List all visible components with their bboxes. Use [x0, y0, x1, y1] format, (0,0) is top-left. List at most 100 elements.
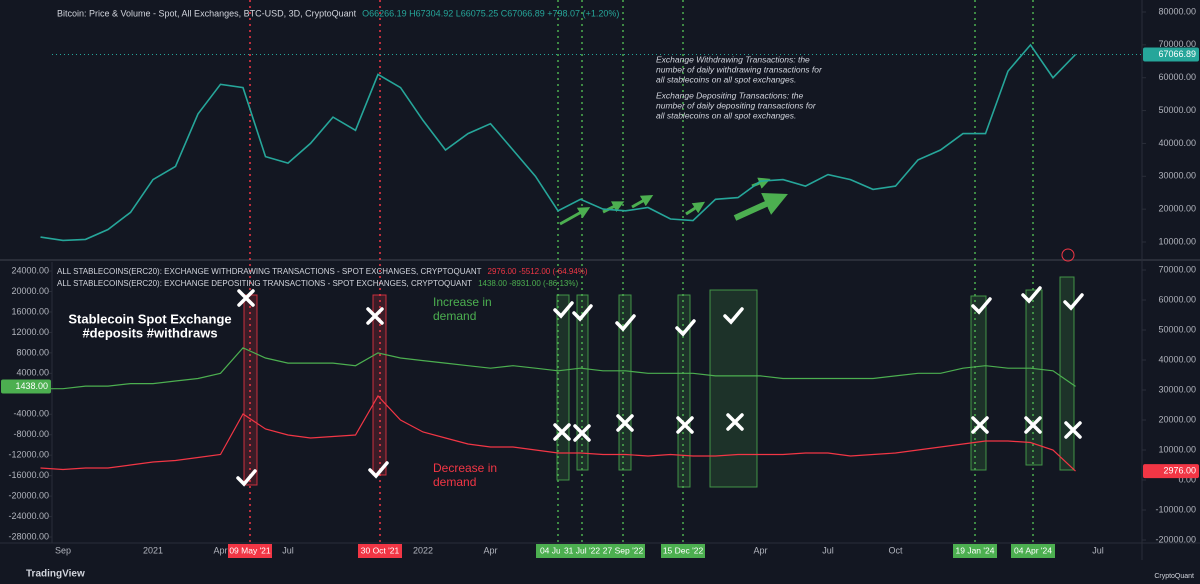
- x-tick-label: Jul: [1092, 545, 1104, 555]
- x-tick-label: Sep: [55, 545, 71, 555]
- y-tick-label: 40000.00: [1158, 138, 1196, 148]
- y2-tick-label: -10000.00: [1155, 504, 1196, 514]
- y-tick-label: -16000.00: [8, 470, 49, 480]
- marker-label: 31 Jul '22: [564, 545, 600, 555]
- arrow: [602, 201, 625, 214]
- check-icon: [971, 297, 992, 315]
- note-text: Increase in: [433, 295, 492, 309]
- highlight-box: [970, 295, 987, 471]
- y2-tick-label: 20000.00: [1158, 414, 1196, 424]
- cross-icon: [971, 416, 989, 434]
- y2-tick-label: 70000.00: [1158, 264, 1196, 274]
- y-tick-label: -4000.00: [13, 409, 49, 419]
- ohlc: O66266.19 H67304.92 L66075.25 C67066.89 …: [362, 8, 619, 18]
- marker-label: 15 Dec '22: [663, 545, 704, 555]
- note-text: #deposits #withdraws: [82, 325, 217, 340]
- check-icon: [675, 319, 696, 337]
- y2-tick-label: 30000.00: [1158, 384, 1196, 394]
- check-icon: [1063, 293, 1084, 311]
- footer-source: CryptoQuant: [1154, 573, 1194, 580]
- marker-label-box: [601, 544, 645, 558]
- arrow: [733, 193, 788, 221]
- note-text: demand: [433, 475, 476, 489]
- y-tick-label: -8000.00: [13, 429, 49, 439]
- legend-name: ALL STABLECOINS(ERC20): EXCHANGE DEPOSIT…: [57, 279, 472, 288]
- marker-label: 27 Sep '22: [603, 545, 644, 555]
- cross-icon: [366, 307, 384, 325]
- check-icon: [615, 314, 636, 332]
- y-tick-label: 20000.00: [11, 286, 49, 296]
- y-tick-label: 8000.00: [16, 347, 49, 357]
- annotation-text: all stablecoins on all spot exchanges.: [656, 74, 796, 84]
- annotation-text: number of daily withdrawing transactions…: [656, 64, 823, 74]
- x-tick-label: Apr: [753, 545, 767, 555]
- highlight-box: [576, 294, 589, 471]
- x-tick-label: Jul: [282, 545, 294, 555]
- marker-label: 04 Jul '22: [540, 545, 576, 555]
- note-text: demand: [433, 309, 476, 323]
- check-icon: [553, 301, 574, 319]
- y-tick-label: 4000.00: [16, 368, 49, 378]
- y-tick-label: 50000.00: [1158, 105, 1196, 115]
- highlight-box: [1059, 276, 1075, 471]
- last-value-box: [1, 379, 51, 394]
- legend-stats: 1438.00 -8931.00 (-86.13%): [478, 279, 578, 288]
- y2-tick-label: 60000.00: [1158, 294, 1196, 304]
- cross-icon: [1024, 416, 1042, 434]
- annotation-text: Exchange Depositing Transactions: the: [656, 90, 804, 100]
- marker-label-box: [1011, 544, 1055, 558]
- y-tick-label: 60000.00: [1158, 72, 1196, 82]
- alert-icon: [1061, 248, 1075, 262]
- legend-name: ALL STABLECOINS(ERC20): EXCHANGE WITHDRA…: [57, 267, 482, 276]
- y-tick-label: -28000.00: [8, 531, 49, 541]
- y-tick-label: -12000.00: [8, 450, 49, 460]
- cross-icon: [573, 424, 591, 442]
- marker-label: 19 Jan '24: [956, 545, 995, 555]
- last-value-label: 67066.89: [1158, 49, 1196, 59]
- note-text: Decrease in: [433, 461, 497, 475]
- series-line: [40, 394, 1076, 472]
- annotation-text: all stablecoins on all spot exchanges.: [656, 110, 796, 120]
- cross-icon: [553, 423, 571, 441]
- marker-label: 30 Oct '21: [361, 545, 400, 555]
- highlight-box: [556, 294, 570, 481]
- arrow: [685, 201, 706, 216]
- y-tick-label: 16000.00: [11, 306, 49, 316]
- check-icon: [368, 461, 389, 479]
- chart-title: Bitcoin: Price & Volume - Spot, All Exch…: [57, 8, 357, 18]
- check-icon: [572, 304, 593, 322]
- marker-label: 04 Apr '24: [1014, 545, 1052, 555]
- marker-label-box: [560, 544, 604, 558]
- y-tick-label: -24000.00: [8, 511, 49, 521]
- marker-label-box: [358, 544, 402, 558]
- x-tick-label: Apr: [213, 545, 227, 555]
- marker-label-box: [228, 544, 272, 558]
- check-icon: [236, 469, 257, 487]
- y-tick-label: 70000.00: [1158, 39, 1196, 49]
- highlight-box: [1025, 289, 1043, 466]
- x-tick-label: Oct: [888, 545, 903, 555]
- highlight-box: [677, 294, 691, 488]
- series-line: [40, 43, 1077, 242]
- y2-tick-label: 10000.00: [1158, 444, 1196, 454]
- y-tick-label: 30000.00: [1158, 171, 1196, 181]
- y-tick-label: 24000.00: [11, 265, 49, 275]
- cross-icon: [676, 416, 694, 434]
- legend-stats: 2976.00 -5512.00 (-64.94%): [488, 267, 588, 276]
- marker-label-box: [953, 544, 997, 558]
- cross-icon: [726, 413, 744, 431]
- arrow: [559, 207, 591, 226]
- x-tick-label: 2021: [143, 545, 163, 555]
- cross-icon: [237, 289, 255, 307]
- y-tick-label: 10000.00: [1158, 236, 1196, 246]
- y2-tick-label: 0.00: [1178, 474, 1196, 484]
- cross-icon: [1064, 421, 1082, 439]
- annotation-text: Exchange Withdrawing Transactions: the: [656, 54, 810, 64]
- y2-tick-label: 40000.00: [1158, 354, 1196, 364]
- y2-tick-label: -20000.00: [1155, 534, 1196, 544]
- y-tick-label: -20000.00: [8, 490, 49, 500]
- last-value-label: 1438.00: [15, 381, 48, 391]
- annotations-layer: [243, 177, 1075, 488]
